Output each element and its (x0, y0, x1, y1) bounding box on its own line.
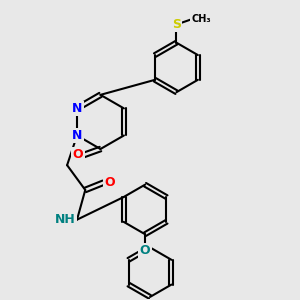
Text: CH₃: CH₃ (191, 14, 211, 24)
Text: O: O (73, 148, 83, 161)
Text: NH: NH (55, 213, 76, 226)
Text: N: N (72, 129, 82, 142)
Text: O: O (104, 176, 115, 189)
Text: S: S (172, 18, 181, 31)
Text: N: N (72, 102, 82, 115)
Text: O: O (140, 244, 150, 257)
